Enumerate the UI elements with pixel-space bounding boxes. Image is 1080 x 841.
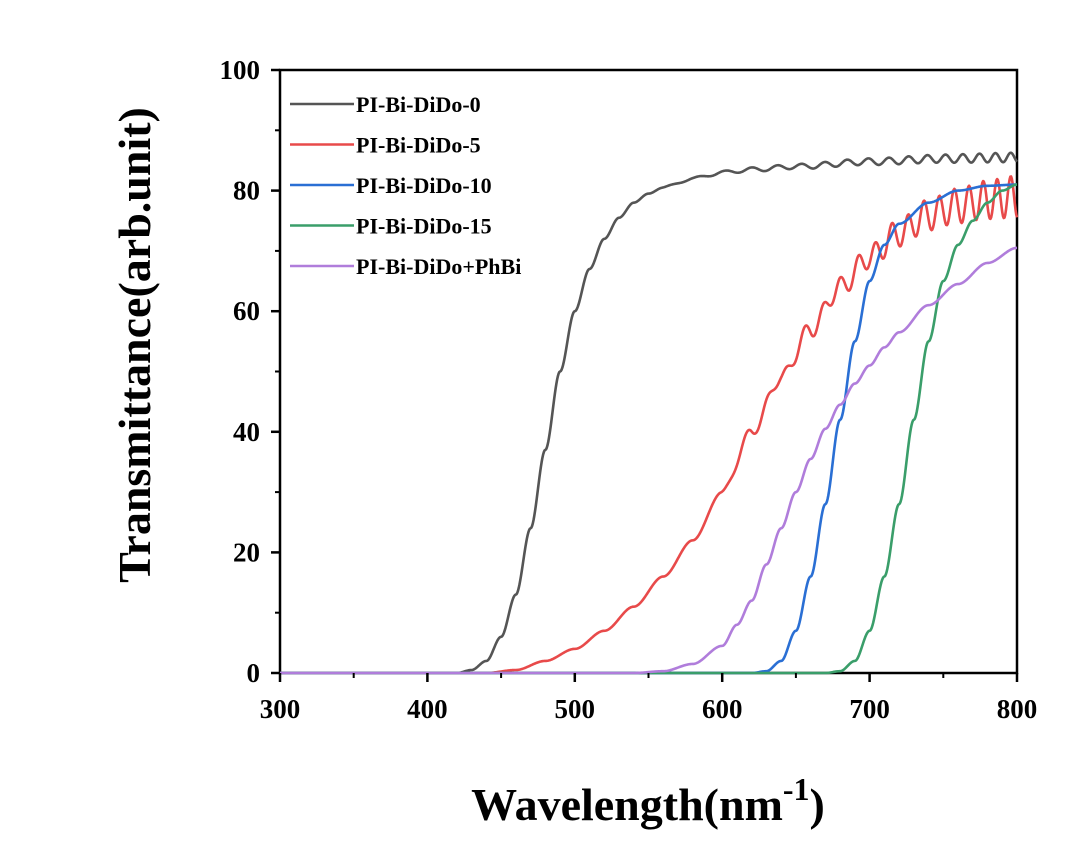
ticks-layer	[271, 68, 1019, 682]
x-axis-title-main: Wavelength(nm	[471, 779, 783, 830]
y-tick-label: 60	[233, 296, 260, 326]
y-tick-label: 100	[220, 55, 261, 85]
y-tick-label: 80	[233, 176, 260, 206]
x-tick-label: 700	[849, 694, 890, 724]
legend-label-0: PI-Bi-DiDo-0	[356, 92, 481, 117]
x-axis-title-close: )	[810, 779, 825, 830]
x-tick-label: 500	[555, 694, 596, 724]
series-line-1	[279, 175, 1019, 675]
legend-label-4: PI-Bi-DiDo+PhBi	[356, 254, 521, 279]
legend-label-1: PI-Bi-DiDo-5	[356, 133, 481, 158]
legend-label-2: PI-Bi-DiDo-10	[356, 173, 492, 198]
x-tick-label: 300	[260, 694, 301, 724]
series-line-4	[279, 246, 1018, 675]
x-tick-label: 600	[702, 694, 743, 724]
y-tick-label: 20	[233, 537, 260, 567]
x-tick-label: 800	[997, 694, 1038, 724]
x-axis-title-superscript: -1	[783, 771, 810, 807]
x-tick-label: 400	[407, 694, 448, 724]
legend: PI-Bi-DiDo-0 PI-Bi-DiDo-5 PI-Bi-DiDo-10 PI-…	[290, 92, 521, 279]
y-tick-label: 40	[233, 417, 260, 447]
y-tick-label: 0	[247, 658, 261, 688]
y-axis-title: Transmittance(arb.unit)	[109, 107, 160, 583]
x-axis-title: Wavelength(nm-1)	[471, 771, 825, 830]
tick-labels-layer: 300 400 500 600 700 800 0 20 40 60 80 100	[220, 55, 1038, 724]
legend-label-3: PI-Bi-DiDo-15	[356, 214, 492, 239]
plot-frame	[278, 68, 1019, 675]
